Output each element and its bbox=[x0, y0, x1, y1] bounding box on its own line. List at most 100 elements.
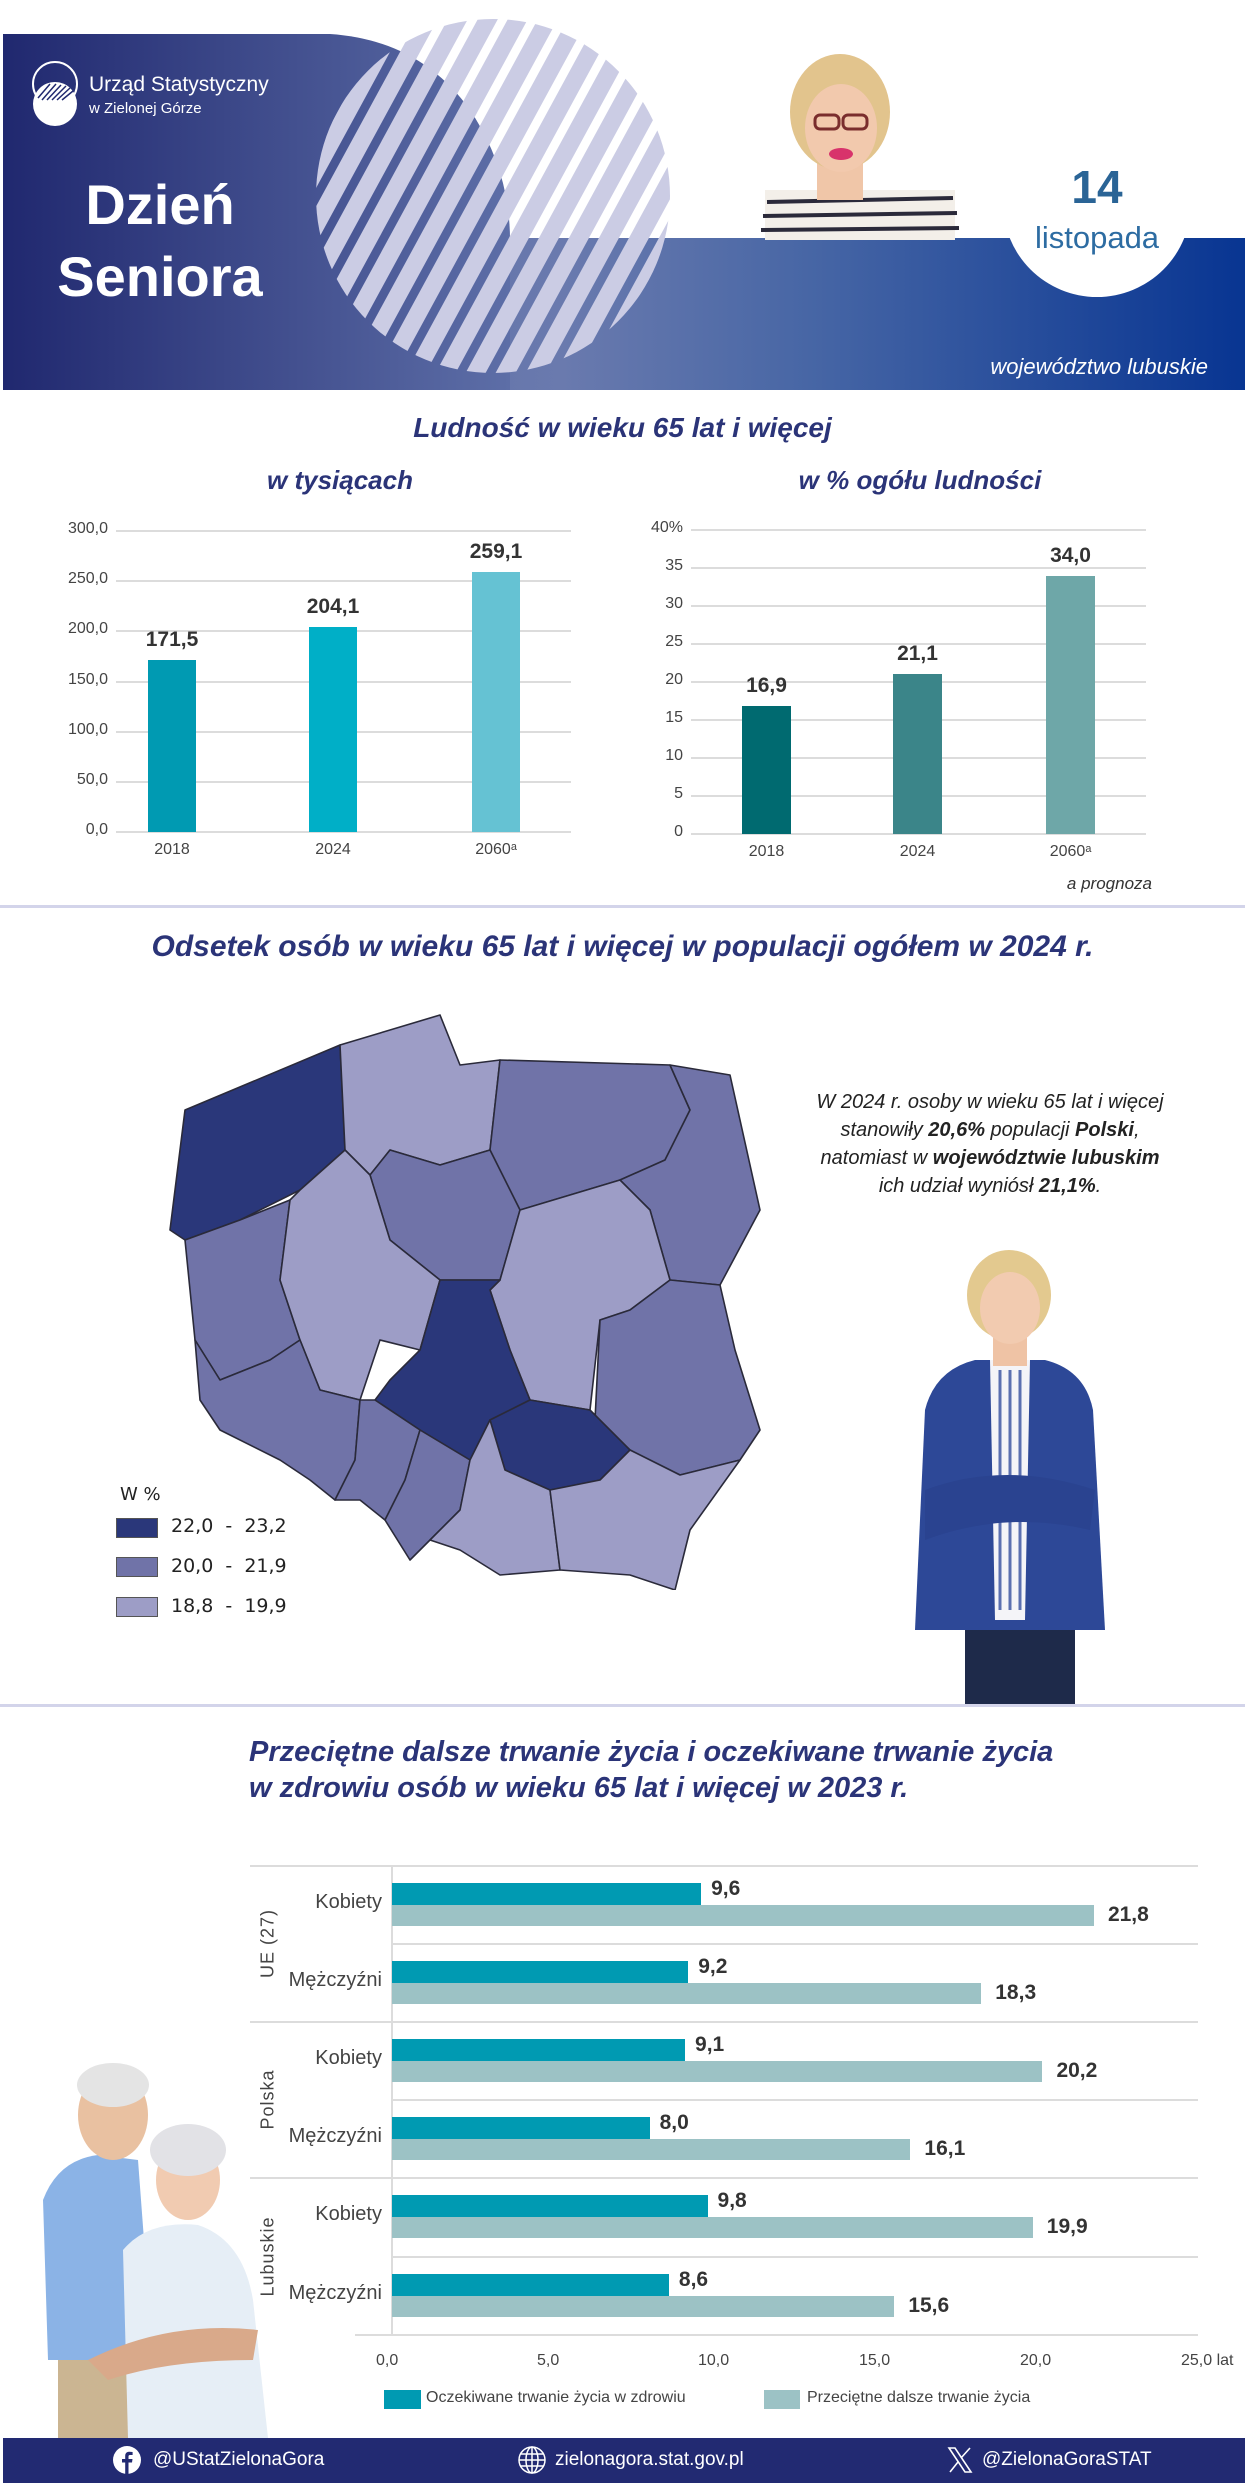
y-tick-label: 15 bbox=[665, 709, 683, 726]
bar bbox=[148, 659, 196, 832]
org-name: Urząd Statystyczny bbox=[89, 73, 269, 96]
row-label: Kobiety bbox=[315, 2203, 382, 2226]
bar-value-label: 9,1 bbox=[695, 2033, 725, 2057]
x-tick-label: 25,0 lat bbox=[1181, 2352, 1234, 2369]
forecast-footnote: a prognoza bbox=[1066, 874, 1152, 893]
bar-value-label: 204,1 bbox=[306, 595, 360, 619]
region-pomorskie bbox=[339, 1014, 501, 1176]
bar-value-label: 21,1 bbox=[897, 641, 938, 665]
page-title-line1: Dzień bbox=[85, 173, 235, 236]
region-malopolskie bbox=[429, 1419, 561, 1576]
date-day: 14 bbox=[1071, 161, 1123, 213]
org-subname: w Zielonej Górze bbox=[89, 100, 202, 117]
note-line-2: stanowiły 20,6% populacji Polski, bbox=[840, 1119, 1140, 1141]
bar bbox=[893, 673, 942, 834]
bar-value-label: 8,0 bbox=[659, 2111, 689, 2135]
senior-woman-photo bbox=[760, 54, 960, 240]
section3-title-line2: w zdrowiu osób w wieku 65 lat i więcej w… bbox=[249, 1772, 909, 1804]
bar-value-label: 19,9 bbox=[1046, 2215, 1088, 2239]
bar-total bbox=[392, 1983, 982, 2005]
gridline bbox=[250, 2177, 1198, 2180]
y-tick-label: 35 bbox=[665, 557, 683, 574]
gridline bbox=[691, 643, 1146, 645]
gridline bbox=[392, 2099, 1198, 2102]
y-tick-label: 20 bbox=[665, 671, 683, 688]
bar-value-label: 34,0 bbox=[1050, 543, 1091, 567]
bar-value-label: 21,8 bbox=[1107, 1903, 1149, 1926]
chart-population-thousands: w tysiącach bbox=[0, 455, 620, 875]
bar-healthy bbox=[392, 2039, 686, 2062]
bar-value-label: 9,2 bbox=[698, 1955, 728, 1979]
date-badge-circle bbox=[1003, 109, 1191, 297]
legend-label-low: 18,8 - 19,9 bbox=[171, 1595, 287, 1617]
bar-healthy bbox=[392, 2273, 669, 2296]
bar-healthy bbox=[392, 1961, 689, 1984]
chart1-title: w tysiącach bbox=[267, 465, 413, 495]
section3-title-line1: Przeciętne dalsze trwanie życia i oczeki… bbox=[249, 1736, 1054, 1768]
map-legend-title: W % bbox=[120, 1484, 161, 1505]
y-tick-label: 10 bbox=[665, 747, 683, 764]
x-tick-label: 10,0 bbox=[698, 2352, 730, 2369]
facebook-link[interactable]: @UStatZielonaGora bbox=[153, 2449, 325, 2470]
gridline bbox=[116, 831, 571, 833]
facebook-icon[interactable] bbox=[112, 2445, 142, 2475]
legend-swatch-total bbox=[764, 2390, 800, 2409]
row-label: Mężczyźni bbox=[288, 2281, 382, 2304]
x-tick-label: 5,0 bbox=[537, 2352, 560, 2369]
map-note: W 2024 r. osoby w wieku 65 lat i więcej … bbox=[760, 1088, 1220, 1200]
gridline bbox=[355, 2333, 1198, 2336]
bar bbox=[742, 705, 791, 834]
region-label: województwo lubuskie bbox=[990, 354, 1208, 379]
y-tick-label: 40% bbox=[650, 519, 683, 536]
y-tick-label: 150,0 bbox=[67, 670, 108, 688]
gridline bbox=[691, 833, 1146, 835]
note-line-1: W 2024 r. osoby w wieku 65 lat i więcej bbox=[816, 1091, 1164, 1113]
x-tick-label: 2024 bbox=[315, 841, 351, 858]
header-background bbox=[3, 19, 1245, 390]
gridline bbox=[691, 567, 1146, 569]
bar-total bbox=[392, 2217, 1033, 2239]
chart2-title: w % ogółu ludności bbox=[798, 465, 1042, 495]
senior-couple-photo bbox=[43, 2063, 268, 2438]
bar-value-label: 18,3 bbox=[995, 1981, 1037, 2005]
section1-title: Ludność w wieku 65 lat i więcej bbox=[413, 412, 832, 443]
header-banner: Urząd Statystyczny w Zielonej Górze Dzie… bbox=[0, 0, 1245, 395]
x-tick-label: 2024 bbox=[899, 843, 936, 860]
gridline bbox=[392, 1943, 1198, 1946]
row-label: Mężczyźni bbox=[288, 1969, 382, 1992]
bar-value-label: 16,9 bbox=[746, 673, 787, 697]
legend-swatch-healthy bbox=[384, 2390, 421, 2409]
section-divider bbox=[0, 1704, 1245, 1707]
gridline bbox=[250, 2021, 1198, 2024]
legend-swatch-low bbox=[116, 1597, 158, 1617]
row-label: Kobiety bbox=[315, 1891, 382, 1913]
footer bbox=[3, 2438, 1245, 2483]
gridline bbox=[392, 2255, 1198, 2258]
bar-healthy bbox=[392, 2117, 650, 2140]
section-divider bbox=[0, 905, 1245, 908]
website-link[interactable]: zielonagora.stat.gov.pl bbox=[555, 2449, 744, 2470]
x-tick-label: 2018 bbox=[154, 841, 190, 858]
x-link[interactable]: @ZielonaGoraSTAT bbox=[982, 2449, 1152, 2470]
note-line-3: natomiast w województwie lubuskim bbox=[820, 1147, 1160, 1169]
legend-label-high: 22,0 - 23,2 bbox=[171, 1515, 287, 1537]
y-tick-label: 25 bbox=[665, 633, 683, 650]
legend-label-mid: 20,0 - 21,9 bbox=[171, 1555, 287, 1577]
bar-value-label: 9,6 bbox=[711, 1877, 741, 1900]
note-line-4: ich udział wyniósł 21,1%. bbox=[878, 1175, 1102, 1197]
legend-label-total: Przeciętne dalsze trwanie życia bbox=[807, 2389, 1031, 2406]
y-tick-label: 200,0 bbox=[67, 620, 108, 638]
x-twitter-icon[interactable] bbox=[947, 2446, 973, 2474]
bar bbox=[309, 627, 357, 832]
y-tick-label: 5 bbox=[674, 785, 683, 802]
globe-icon bbox=[518, 2446, 546, 2474]
bar-healthy bbox=[392, 1883, 702, 1905]
logo-icon bbox=[32, 61, 78, 126]
bar-value-label: 8,6 bbox=[678, 2267, 709, 2291]
bar-value-label: 9,8 bbox=[717, 2189, 747, 2213]
y-tick-label: 0 bbox=[674, 823, 683, 840]
gridline bbox=[250, 1865, 1198, 1867]
y-tick-label: 100,0 bbox=[67, 720, 108, 738]
bar-value-label: 20,2 bbox=[1056, 2059, 1098, 2083]
bar-value-label: 171,5 bbox=[145, 627, 199, 651]
